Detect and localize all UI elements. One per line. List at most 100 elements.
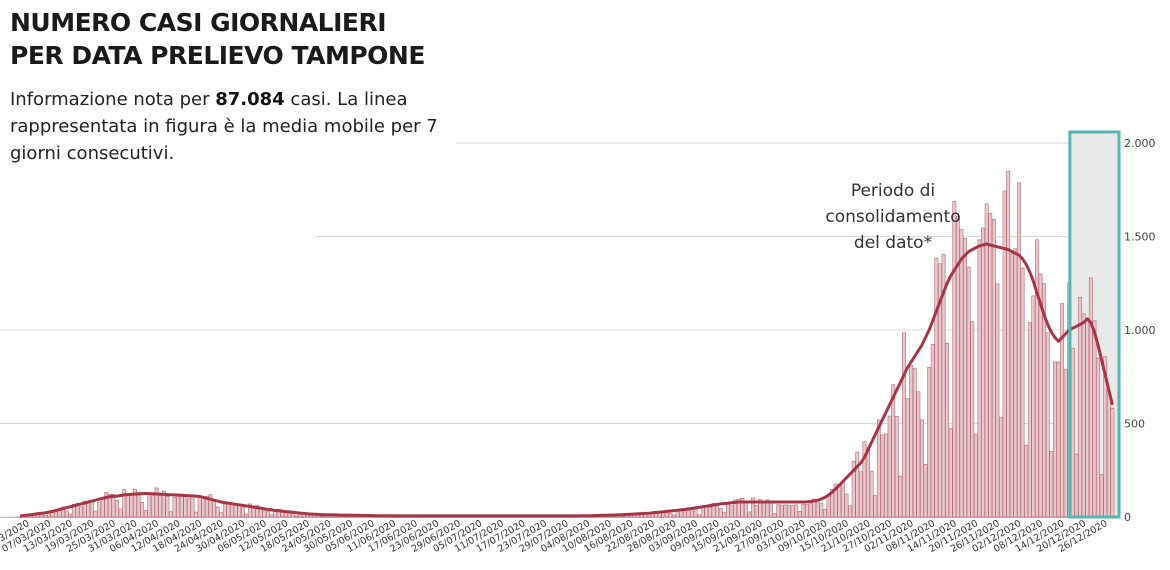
bar bbox=[183, 495, 188, 518]
bar bbox=[215, 506, 220, 518]
bar bbox=[1024, 444, 1029, 518]
bar bbox=[934, 257, 939, 518]
bar bbox=[855, 451, 860, 518]
bar bbox=[991, 218, 996, 518]
bar bbox=[93, 510, 98, 518]
bar bbox=[905, 398, 910, 518]
y-tick-label: 0 bbox=[1124, 511, 1131, 524]
bar bbox=[111, 493, 116, 518]
bar bbox=[955, 216, 960, 518]
bar bbox=[722, 512, 727, 518]
consolidation-box bbox=[1068, 130, 1121, 519]
bar bbox=[743, 502, 748, 518]
bar bbox=[1052, 361, 1057, 518]
annotation-line-3: del dato* bbox=[853, 233, 933, 253]
bar bbox=[833, 483, 838, 518]
bar bbox=[118, 508, 123, 518]
bar bbox=[319, 516, 324, 518]
bar bbox=[89, 501, 94, 518]
bar bbox=[1013, 248, 1018, 518]
bar bbox=[984, 203, 989, 518]
bar bbox=[700, 507, 705, 518]
bar bbox=[880, 434, 885, 518]
bar bbox=[107, 493, 112, 518]
bar bbox=[999, 416, 1003, 518]
bar bbox=[176, 493, 181, 518]
bar bbox=[190, 496, 195, 518]
bar bbox=[100, 497, 105, 518]
bar bbox=[776, 504, 781, 518]
bar bbox=[708, 506, 712, 518]
bar bbox=[230, 503, 234, 518]
bar bbox=[136, 495, 141, 518]
bar bbox=[97, 502, 101, 518]
bar bbox=[736, 498, 741, 518]
bar bbox=[1002, 190, 1007, 518]
bar bbox=[902, 332, 906, 518]
bar bbox=[43, 515, 48, 518]
chart-subtitle: Informazione nota per 87.084 casi. La li… bbox=[10, 86, 456, 167]
bar bbox=[140, 502, 145, 518]
bar bbox=[783, 504, 788, 518]
bar bbox=[68, 513, 73, 518]
bar bbox=[129, 495, 134, 518]
bar bbox=[711, 502, 716, 518]
bar bbox=[1020, 267, 1025, 518]
bar bbox=[151, 495, 155, 518]
bar bbox=[71, 503, 76, 518]
bar bbox=[941, 254, 946, 518]
bar bbox=[1074, 453, 1079, 518]
bar bbox=[751, 497, 755, 518]
consolidation-annotation: Periodo di consolidamento del dato* bbox=[808, 178, 978, 256]
bar bbox=[125, 495, 130, 518]
bar bbox=[1027, 322, 1032, 518]
bar bbox=[197, 497, 202, 518]
bar bbox=[801, 503, 806, 518]
bar bbox=[823, 509, 827, 518]
bar bbox=[143, 510, 148, 518]
annotation-line-1: Periodo di bbox=[850, 181, 936, 201]
bar bbox=[819, 503, 824, 518]
bar bbox=[104, 492, 109, 518]
bar bbox=[186, 498, 191, 518]
bar bbox=[1049, 451, 1054, 518]
bar bbox=[133, 488, 137, 518]
bar bbox=[693, 508, 698, 518]
bar bbox=[898, 475, 903, 518]
bar bbox=[1060, 303, 1065, 518]
bar bbox=[733, 499, 738, 518]
y-tick-label: 2.000 bbox=[1124, 137, 1156, 150]
bar bbox=[668, 512, 673, 518]
bar bbox=[646, 515, 651, 518]
bar bbox=[891, 384, 896, 518]
bar bbox=[923, 464, 928, 518]
bar bbox=[1088, 277, 1093, 518]
bar bbox=[208, 494, 213, 518]
bar bbox=[862, 441, 867, 518]
bar bbox=[169, 511, 173, 518]
bar bbox=[1092, 320, 1097, 518]
bar bbox=[916, 391, 921, 518]
bar bbox=[790, 505, 795, 518]
bar bbox=[1006, 170, 1011, 518]
chart-title: NUMERO CASI GIORNALIERI PER DATA PRELIEV… bbox=[10, 6, 425, 72]
bar bbox=[981, 227, 985, 518]
bar bbox=[866, 447, 870, 518]
bar bbox=[697, 514, 702, 518]
bar bbox=[966, 266, 971, 518]
bar bbox=[1056, 361, 1061, 518]
bar bbox=[294, 515, 299, 518]
bar bbox=[844, 493, 849, 518]
title-line-1: NUMERO CASI GIORNALIERI bbox=[10, 8, 387, 37]
bar bbox=[909, 365, 914, 518]
bar bbox=[948, 428, 953, 518]
bar bbox=[945, 343, 950, 518]
bar bbox=[959, 229, 964, 518]
bar bbox=[179, 494, 184, 518]
bar bbox=[797, 510, 802, 518]
bar bbox=[61, 506, 66, 518]
bar bbox=[920, 419, 924, 518]
bar bbox=[672, 514, 676, 518]
bar bbox=[86, 501, 91, 518]
